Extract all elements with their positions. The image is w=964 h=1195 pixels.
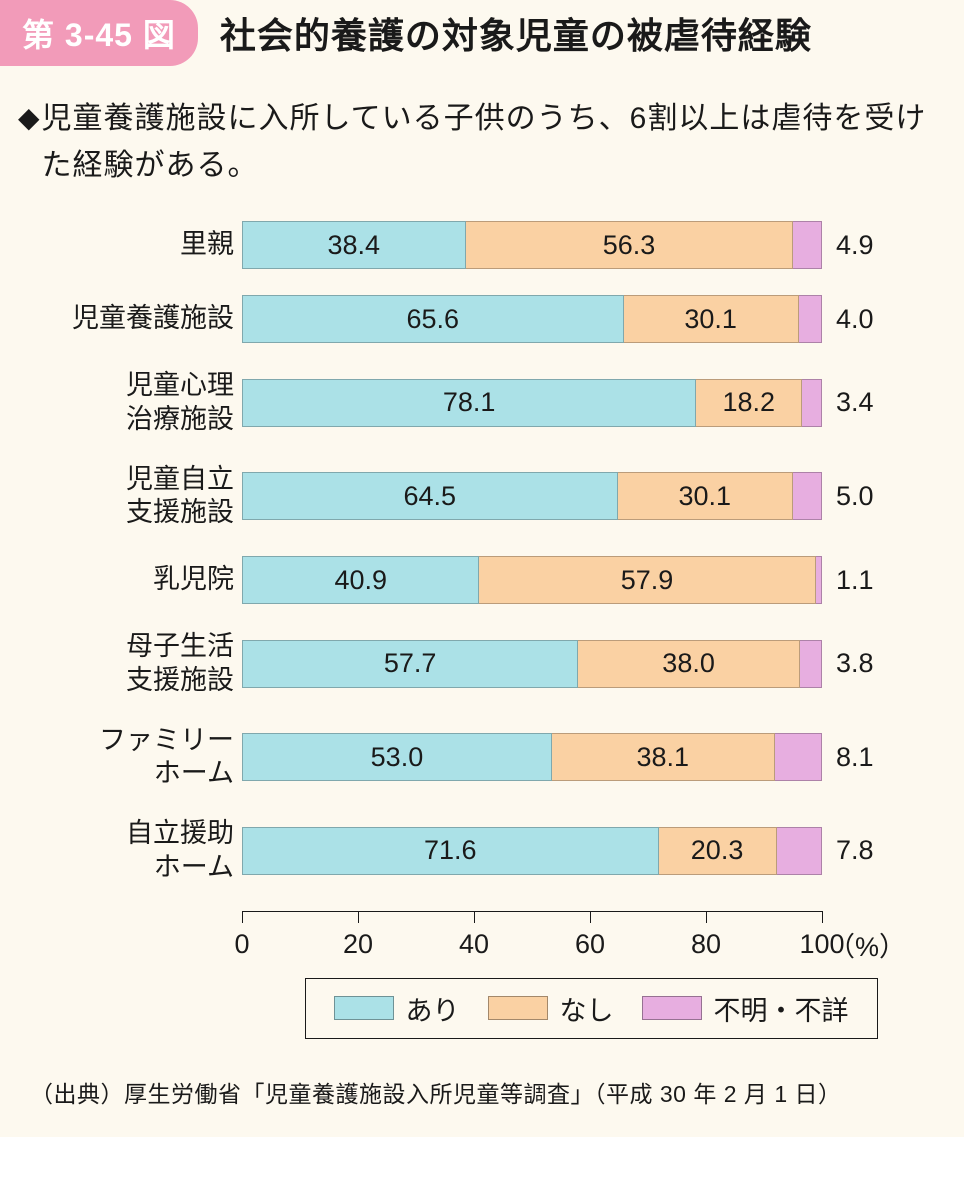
bar-track: 40.957.9 [242,556,822,604]
stacked-bar-chart: 里親38.456.34.9児童養護施設65.630.14.0児童心理 治療施設7… [0,197,964,1039]
bar-track: 57.738.0 [242,640,822,688]
chart-row: 自立援助 ホーム71.620.37.8 [24,817,940,885]
category-label: 母子生活 支援施設 [24,630,242,698]
bar-segment-fumei [816,556,822,604]
chart-row: ファミリー ホーム53.038.18.1 [24,724,940,792]
x-axis-tick-label: 20 [343,929,373,960]
bar-segment-ari: 40.9 [242,556,479,604]
chart-row: 乳児院40.957.91.1 [24,556,940,604]
end-value-label: 3.4 [822,387,914,418]
end-value-label: 8.1 [822,742,914,773]
bar-segment-ari: 78.1 [242,379,696,427]
bar-segment-ari: 71.6 [242,827,659,875]
end-value-label: 4.9 [822,230,914,261]
chart-row: 児童自立 支援施設64.530.15.0 [24,463,940,531]
legend-label: なし [560,989,614,1028]
category-label: 児童自立 支援施設 [24,463,242,531]
bar-segment-nashi: 30.1 [618,472,793,520]
bar-segment-fumei [793,472,822,520]
diamond-bullet-icon: ◆ [18,96,40,139]
end-value-label: 4.0 [822,304,914,335]
legend-swatch-icon [488,996,548,1020]
bar-segment-nashi: 57.9 [479,556,815,604]
bar-segment-ari: 53.0 [242,733,552,781]
chart-row: 母子生活 支援施設57.738.03.8 [24,630,940,698]
legend-label: 不明・不詳 [714,989,849,1028]
lead-text: 児童養護施設に入所している子供のうち、6割以上は虐待を受けた経験がある。 [42,96,940,189]
figure-title: 社会的養護の対象児童の被虐待経験 [220,7,812,59]
bar-segment-fumei [799,295,822,343]
category-label: 自立援助 ホーム [24,817,242,885]
figure-number-badge: 第 3-45 図 [0,0,198,66]
x-axis: 020406080100（%） [24,911,940,964]
bar-segment-fumei [802,379,822,427]
bar-track: 64.530.1 [242,472,822,520]
chart-row: 児童養護施設65.630.14.0 [24,295,940,343]
legend-label: あり [406,989,460,1028]
bar-segment-fumei [777,827,822,875]
bar-segment-fumei [775,733,822,781]
legend: あり なし 不明・不詳 [305,978,878,1039]
x-axis-tick-label: 40 [459,929,489,960]
bar-segment-nashi: 38.1 [552,733,775,781]
bar-segment-nashi: 56.3 [466,221,794,269]
legend-swatch-icon [642,996,702,1020]
legend-item: 不明・不詳 [642,989,849,1028]
bar-segment-nashi: 30.1 [624,295,799,343]
legend-item: なし [488,989,614,1028]
legend-swatch-icon [334,996,394,1020]
source-citation: （出典）厚生労働省「児童養護施設入所児童等調査」（平成 30 年 2 月 1 日… [0,1039,964,1109]
x-axis-tick-label: 100 [799,929,844,960]
bar-segment-fumei [793,221,822,269]
bar-segment-ari: 57.7 [242,640,578,688]
bar-track: 65.630.1 [242,295,822,343]
legend-item: あり [334,989,460,1028]
chart-row: 児童心理 治療施設78.118.23.4 [24,369,940,437]
bar-segment-fumei [800,640,822,688]
chart-row: 里親38.456.34.9 [24,221,940,269]
end-value-label: 7.8 [822,835,914,866]
end-value-label: 1.1 [822,565,914,596]
bar-segment-nashi: 20.3 [659,827,777,875]
x-axis-tick-label: 0 [234,929,249,960]
end-value-label: 3.8 [822,648,914,679]
bar-track: 78.118.2 [242,379,822,427]
bar-track: 71.620.3 [242,827,822,875]
category-label: 乳児院 [24,563,242,597]
category-label: 児童養護施設 [24,302,242,336]
category-label: 児童心理 治療施設 [24,369,242,437]
bar-segment-ari: 64.5 [242,472,618,520]
bar-segment-nashi: 38.0 [578,640,800,688]
bar-segment-ari: 65.6 [242,295,624,343]
bar-segment-ari: 38.4 [242,221,466,269]
end-value-label: 5.0 [822,481,914,512]
figure-container: 第 3-45 図 社会的養護の対象児童の被虐待経験 ◆ 児童養護施設に入所してい… [0,0,964,1137]
figure-header: 第 3-45 図 社会的養護の対象児童の被虐待経験 [0,0,964,66]
x-axis-tick-label: 60 [575,929,605,960]
lead-paragraph: ◆ 児童養護施設に入所している子供のうち、6割以上は虐待を受けた経験がある。 [0,66,964,197]
bar-track: 53.038.1 [242,733,822,781]
bar-segment-nashi: 18.2 [696,379,802,427]
category-label: ファミリー ホーム [24,724,242,792]
bar-track: 38.456.3 [242,221,822,269]
x-axis-tick-label: 80 [691,929,721,960]
category-label: 里親 [24,228,242,262]
